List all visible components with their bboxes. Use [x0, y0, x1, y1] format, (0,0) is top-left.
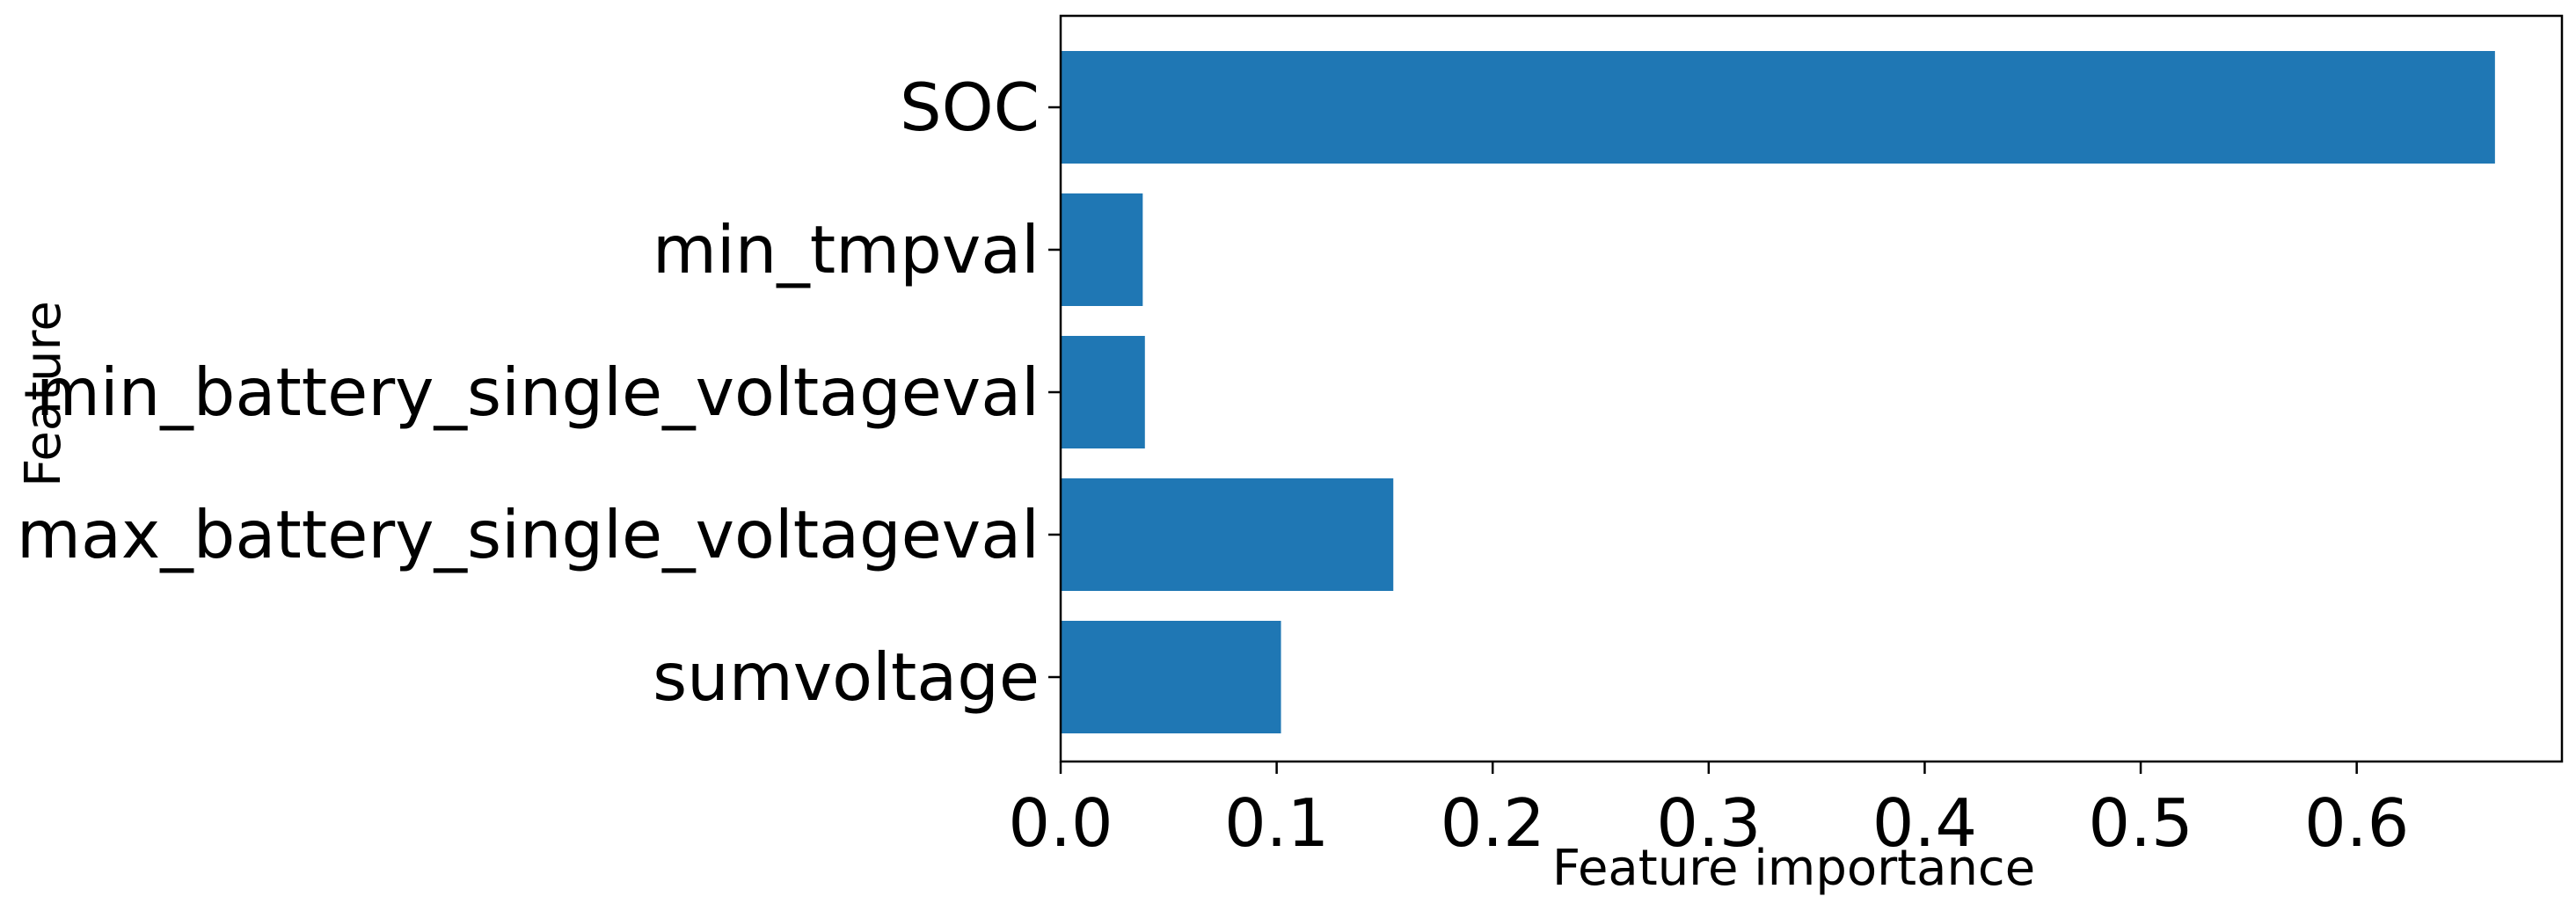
- x-tick-label: 0.2: [1441, 784, 1545, 862]
- x-ticks-group: 0.0 0.1 0.2 0.3 0.4 0.5 0.6: [1008, 762, 2409, 862]
- bar-soc: [1061, 51, 2495, 164]
- y-ticks-group: SOC min_tmpval min_battery_single_voltagev…: [17, 69, 1061, 716]
- y-tick-label: min_tmpval: [653, 211, 1040, 288]
- y-axis-label: Feature: [15, 301, 72, 487]
- bar-min-tmpval: [1061, 193, 1143, 306]
- x-tick-label: 0.4: [1872, 784, 1977, 862]
- x-tick-label: 0.3: [1656, 784, 1761, 862]
- y-tick-label: SOC: [900, 69, 1040, 146]
- bar-min-battery-single-voltageval: [1061, 336, 1145, 448]
- x-tick-label: 0.1: [1224, 784, 1329, 862]
- bar-max-battery-single-voltageval: [1061, 478, 1394, 591]
- x-tick-label: 0.6: [2304, 784, 2409, 862]
- y-tick-label: sumvoltage: [653, 638, 1040, 716]
- plot-frame: [1059, 14, 2564, 763]
- x-tick-label: 0.0: [1008, 784, 1113, 862]
- bars-group: [1061, 51, 2495, 733]
- x-tick-label: 0.5: [2088, 784, 2193, 862]
- bar-sumvoltage: [1061, 621, 1281, 733]
- y-tick-label: min_battery_single_voltageval: [36, 353, 1040, 431]
- x-axis-label: Feature importance: [1552, 840, 2035, 897]
- y-tick-label: max_battery_single_voltageval: [17, 496, 1040, 573]
